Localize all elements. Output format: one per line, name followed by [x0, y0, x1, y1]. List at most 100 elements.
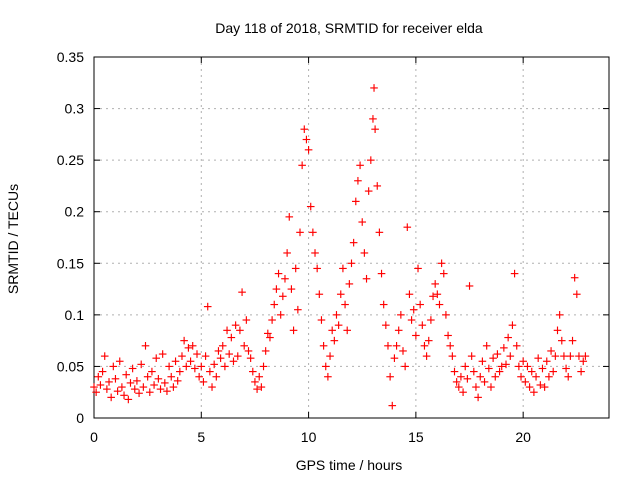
data-point: [480, 378, 489, 386]
data-point: [527, 367, 536, 376]
data-point: [504, 333, 512, 342]
data-point: [240, 342, 249, 350]
data-point: [173, 377, 182, 385]
data-point: [302, 135, 311, 144]
data-point: [392, 342, 401, 350]
data-point: [375, 228, 384, 237]
data-point: [549, 367, 558, 376]
data-point: [493, 350, 502, 358]
data-point: [557, 336, 566, 345]
chart-title: Day 118 of 2018, SRMTID for receiver eld…: [215, 20, 483, 36]
data-point: [139, 383, 148, 391]
data-point: [435, 300, 444, 309]
data-point: [221, 362, 229, 371]
data-point: [581, 352, 590, 360]
data-point: [238, 288, 246, 296]
data-point: [439, 269, 448, 278]
data-point: [94, 372, 103, 381]
data-point: [424, 336, 433, 345]
data-point: [257, 383, 266, 391]
data-point: [236, 326, 244, 335]
data-point: [152, 354, 161, 362]
data-point: [279, 292, 287, 301]
data-point: [429, 292, 437, 301]
data-point: [373, 182, 382, 190]
data-point: [294, 305, 302, 314]
data-point: [532, 372, 540, 381]
x-tick-label: 5: [197, 429, 205, 445]
data-point: [510, 269, 519, 278]
data-point: [536, 381, 545, 389]
data-point: [562, 364, 570, 373]
y-tick-label: 0.3: [65, 101, 85, 117]
data-point: [169, 383, 178, 391]
y-tick-label: 0.35: [57, 49, 84, 65]
y-tick-label: 0.1: [65, 307, 85, 323]
data-point: [158, 350, 167, 358]
data-point: [300, 125, 309, 133]
data-point: [248, 367, 257, 376]
data-point: [229, 357, 238, 366]
data-point: [397, 311, 405, 319]
data-point: [201, 352, 210, 360]
tick-labels: 0 5 10 15 20 0 0.05 0.1 0.15 0.2 0.25 0.3 0.35: [57, 49, 531, 445]
data-point: [105, 378, 113, 386]
x-tick-label: 0: [90, 429, 98, 445]
data-point: [491, 372, 500, 381]
data-point: [414, 264, 422, 273]
data-point: [137, 360, 146, 369]
data-point: [555, 311, 564, 319]
data-point: [427, 316, 435, 324]
data-point: [191, 364, 199, 373]
data-point: [109, 362, 118, 371]
data-point: [285, 213, 294, 221]
data-point: [370, 84, 378, 92]
data-point: [343, 326, 352, 335]
data-point: [296, 228, 304, 237]
data-point: [225, 350, 233, 358]
data-point: [126, 379, 135, 387]
data-point: [227, 333, 236, 342]
data-point: [212, 372, 221, 381]
data-point: [354, 176, 362, 185]
data-point: [199, 378, 208, 386]
y-tick-label: 0.05: [57, 358, 84, 374]
data-point: [167, 372, 176, 381]
data-point: [431, 280, 439, 288]
data-point: [367, 156, 375, 164]
data-point: [495, 367, 504, 376]
y-tick-label: 0.2: [65, 204, 85, 220]
data-point: [193, 350, 201, 358]
data-point: [180, 336, 188, 345]
data-point: [579, 357, 588, 366]
data-point: [313, 264, 321, 273]
data-point: [184, 344, 193, 352]
data-point: [459, 388, 467, 397]
data-point: [291, 264, 300, 273]
data-point: [515, 362, 523, 371]
data-point: [566, 352, 575, 360]
data-point: [525, 383, 534, 391]
data-point: [171, 357, 180, 366]
data-point: [233, 352, 242, 360]
data-point: [165, 362, 173, 371]
data-point: [100, 352, 109, 360]
data-point: [448, 352, 457, 360]
data-point: [268, 316, 276, 324]
data-point: [405, 290, 414, 299]
data-point: [351, 197, 360, 206]
data-point: [362, 274, 371, 283]
data-point: [446, 342, 455, 350]
y-axis-label: SRMTID / TECUs: [5, 184, 21, 294]
data-point: [553, 326, 562, 335]
data-point: [244, 347, 253, 355]
data-point: [512, 342, 521, 350]
data-point: [386, 372, 394, 381]
x-tick-label: 10: [301, 429, 317, 445]
data-point: [358, 218, 367, 226]
data-point: [214, 347, 223, 355]
data-point: [482, 342, 491, 350]
data-point: [457, 372, 465, 381]
data-point: [394, 326, 403, 335]
